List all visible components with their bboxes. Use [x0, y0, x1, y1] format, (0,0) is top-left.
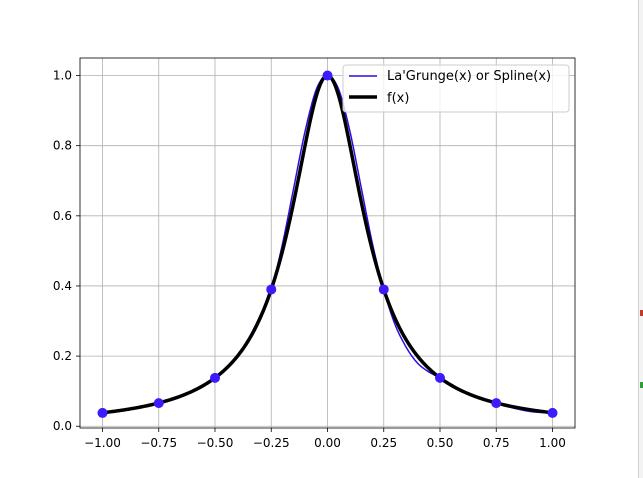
x-axis-ticks: −1.00 −0.75 −0.50 −0.25 0.00 0.25 0.50 0.75 1.00 — [84, 428, 566, 450]
legend-box — [342, 64, 570, 113]
y-tick-label: 1.0 — [53, 69, 72, 83]
data-point — [491, 398, 502, 409]
x-tick-label: −1.00 — [84, 436, 121, 450]
y-tick-label: 0.0 — [53, 419, 72, 433]
edge-mark — [640, 310, 643, 316]
data-point — [210, 372, 220, 383]
y-tick-label: 0.8 — [53, 139, 72, 153]
legend-label-spline: La'Grunge(x) or Spline(x) — [387, 69, 551, 84]
x-tick-label: −0.50 — [197, 436, 234, 450]
data-point — [378, 284, 389, 295]
x-tick-label: 0.75 — [483, 436, 510, 450]
y-tick-label: 0.6 — [53, 209, 72, 223]
grid — [80, 58, 575, 428]
x-tick-label: 0.50 — [427, 436, 454, 450]
legend: La'Grunge(x) or Spline(x) f(x) — [342, 64, 570, 113]
y-axis-ticks: 0.0 0.2 0.4 0.6 0.8 1.0 — [53, 69, 80, 433]
data-point — [266, 284, 277, 295]
y-tick-label: 0.4 — [53, 279, 72, 293]
x-tick-label: −0.25 — [253, 436, 290, 450]
y-tick-label: 0.2 — [53, 349, 72, 363]
x-tick-label: −0.75 — [140, 436, 177, 450]
x-tick-label: 1.00 — [539, 436, 566, 450]
data-point — [435, 372, 445, 383]
data-point — [322, 70, 333, 81]
data-point — [153, 398, 164, 409]
data-point — [547, 407, 558, 418]
x-tick-label: 0.00 — [314, 436, 341, 450]
edge-mark — [640, 382, 643, 388]
data-point — [97, 407, 108, 418]
window-edge-strip — [638, 0, 643, 478]
interpolation-nodes — [97, 70, 558, 418]
legend-label-fx: f(x) — [387, 91, 409, 106]
x-tick-label: 0.25 — [370, 436, 397, 450]
